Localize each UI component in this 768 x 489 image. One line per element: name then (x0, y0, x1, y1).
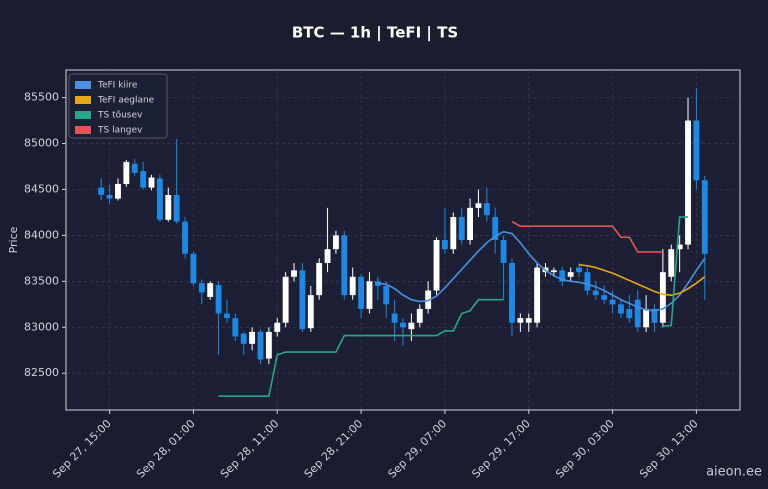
candle-body (299, 270, 306, 330)
candle-body (425, 290, 432, 309)
candle-body (601, 295, 608, 300)
candle-body (140, 171, 147, 188)
candle-body (349, 276, 356, 296)
candle-body (198, 283, 205, 293)
candle-body (316, 262, 323, 296)
candle-body (517, 318, 524, 323)
indicator-line (578, 264, 706, 296)
legend-swatch (75, 96, 91, 104)
chart-title: BTC — 1h | TeFI | TS (292, 24, 458, 43)
candle-body (701, 180, 708, 254)
candle-body (173, 194, 180, 222)
candle-body (282, 276, 289, 323)
candle-body (341, 235, 348, 296)
legend-box (68, 73, 168, 139)
candle-body (148, 177, 155, 188)
legend-swatch (75, 81, 91, 89)
candle-body (450, 217, 457, 250)
watermark: aieon.ee (706, 465, 762, 480)
y-tick-label: 85000 (24, 137, 59, 150)
candle-body (165, 194, 172, 220)
candle-body (391, 313, 398, 323)
legend-swatch (75, 126, 91, 134)
candle-body (668, 249, 675, 277)
candle-body (433, 240, 440, 291)
candle-body (559, 270, 566, 282)
candle-body (232, 318, 239, 337)
y-tick-label: 83500 (24, 274, 59, 287)
candle-body (215, 285, 222, 314)
indicator-line (511, 220, 663, 253)
candle-body (693, 120, 700, 181)
candle-body (274, 322, 281, 332)
y-tick-label: 83000 (24, 320, 59, 333)
candle-body (358, 276, 365, 309)
candle-body (156, 178, 163, 220)
candle-body (550, 270, 557, 273)
candle-body (249, 331, 256, 344)
candle-body (592, 290, 599, 296)
candle-body (182, 221, 188, 254)
y-tick-label: 84500 (24, 182, 59, 195)
legend-label: TS langev (97, 126, 143, 136)
candle-body (467, 207, 473, 240)
indicator-line (218, 298, 504, 398)
candle-body (106, 194, 113, 199)
candle-body (567, 272, 574, 277)
candle-body (207, 283, 214, 297)
candle-body (265, 331, 272, 359)
candle-body (618, 304, 624, 314)
candle-body (224, 313, 230, 319)
y-axis-label: Price (7, 226, 20, 253)
legend: TeFI kiire TeFI aeglane TS tõusev TS langev (68, 73, 168, 139)
candle-body (492, 217, 499, 240)
candle-body (509, 262, 515, 323)
candle-body (416, 308, 423, 323)
candle-body (634, 299, 641, 328)
y-tick-label: 85500 (24, 91, 59, 104)
candle-body (534, 267, 541, 323)
candle-body (307, 295, 314, 329)
candle-body (676, 244, 683, 250)
indicator-line (662, 216, 689, 328)
indicator-line (377, 230, 706, 312)
candle-body (366, 281, 373, 309)
candle-body (324, 249, 331, 263)
candle-body (483, 203, 490, 216)
candle-body (584, 272, 591, 291)
candle-body (609, 299, 616, 305)
candle-body (131, 163, 138, 173)
candle-body (500, 240, 507, 263)
candle-body (525, 318, 532, 323)
candle-body (659, 272, 666, 323)
candle-body (115, 183, 121, 199)
legend-swatch (75, 111, 91, 119)
candle-body (651, 308, 658, 323)
candle-body (643, 308, 650, 328)
candle-body (333, 235, 339, 250)
candle-body (441, 240, 448, 250)
candle-body (475, 203, 482, 208)
legend-label: TS tõusev (97, 111, 143, 121)
candle-body (240, 333, 247, 344)
y-tick-label: 82500 (24, 366, 59, 379)
legend-label: TeFI aeglane (97, 96, 155, 106)
candle-body (123, 161, 130, 184)
candle-body (458, 217, 465, 240)
candle-body (408, 322, 415, 330)
candle-body (98, 187, 105, 195)
candle-body (576, 267, 582, 273)
candle-body (190, 253, 197, 284)
y-tick-label: 84000 (24, 228, 59, 241)
legend-label: TeFI kiire (97, 81, 138, 91)
candle-body (291, 270, 297, 277)
candle-body (257, 331, 264, 360)
candle-body (626, 308, 633, 319)
plot-area (65, 69, 741, 411)
candle-body (383, 285, 390, 305)
candle-body (685, 120, 691, 245)
candle-body (400, 322, 406, 328)
